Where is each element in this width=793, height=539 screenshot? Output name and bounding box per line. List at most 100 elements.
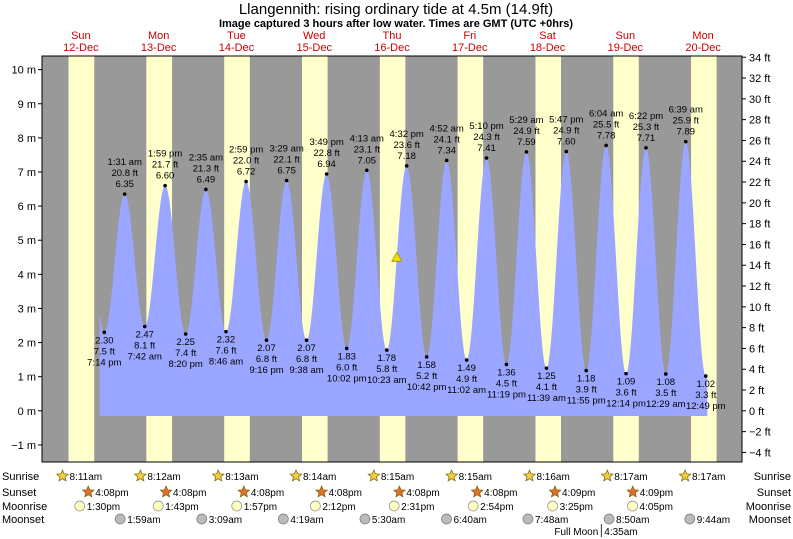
high-tide-marker — [524, 150, 529, 154]
sunset-time: 4:08pm — [329, 488, 362, 499]
chart-title: Llangennith: rising ordinary tide at 4.5… — [239, 1, 553, 18]
full-moon-label: Full Moon — [554, 527, 598, 538]
high-tide-m: 7.41 — [477, 143, 496, 154]
low-tide-marker — [344, 346, 349, 351]
chart-subtitle: Image captured 3 hours after low water. … — [219, 18, 573, 30]
low-tide-ft: 4.5 ft — [496, 378, 517, 389]
day-name: Thu — [383, 30, 402, 42]
y-tick-label-ft: 32 ft — [749, 73, 770, 85]
high-tide-m: 6.75 — [277, 166, 296, 177]
moonset-time: 3:09am — [209, 515, 242, 526]
y-tick-label-ft: 12 ft — [749, 281, 770, 293]
low-tide-marker — [304, 338, 309, 343]
sunset-time: 4:09pm — [562, 488, 595, 499]
y-tick-label-ft: 4 ft — [749, 364, 764, 376]
low-tide-time: 10:02 pm — [327, 373, 367, 384]
day-name: Mon — [692, 30, 713, 42]
high-tide-time: 3:49 pm — [309, 137, 343, 148]
low-tide-ft: 3.3 ft — [695, 390, 716, 401]
low-tide-marker — [703, 374, 708, 378]
low-tide-marker — [384, 348, 389, 352]
y-tick-label-m: −1 m — [11, 440, 36, 452]
y-tick-label-ft: 22 ft — [749, 177, 770, 189]
low-tide-marker — [142, 324, 147, 329]
low-tide-ft: 6.0 ft — [336, 362, 357, 373]
y-tick-label-ft: 6 ft — [749, 343, 764, 355]
sunrise-icon — [367, 469, 381, 482]
low-tide-m: 1.02 — [697, 379, 716, 390]
low-tide-time: 11:39 am — [527, 393, 566, 404]
high-tide-ft: 20.8 ft — [111, 168, 138, 179]
high-tide-m: 7.78 — [597, 130, 616, 141]
y-tick-label-ft: −2 ft — [749, 427, 771, 439]
sunset-icon — [315, 485, 329, 498]
low-tide-ft: 8.1 ft — [134, 341, 155, 352]
moonset-row-label: Moonset — [2, 514, 44, 526]
low-tide-marker — [102, 330, 107, 335]
moonrise-time: 4:05pm — [640, 502, 673, 513]
high-tide-marker — [244, 179, 248, 184]
high-tide-ft: 22.0 ft — [233, 156, 260, 167]
daylight-band — [68, 56, 95, 462]
moonrise-icon — [231, 500, 243, 512]
low-tide-m: 1.09 — [617, 377, 636, 388]
high-tide-time: 1:59 pm — [148, 149, 182, 160]
moonset-time: 4:19am — [290, 515, 323, 526]
low-tide-ft: 7.5 ft — [94, 346, 115, 357]
current-tide-marker — [391, 251, 403, 262]
moonset-time: 6:40am — [454, 515, 487, 526]
y-tick-label-ft: 34 ft — [749, 52, 770, 64]
low-tide-ft: 4.9 ft — [456, 374, 477, 385]
high-tide-ft: 24.1 ft — [433, 134, 460, 145]
moonrise-time: 2:31pm — [401, 502, 434, 513]
sunrise-row-label: Sunrise — [2, 471, 39, 483]
low-tide-marker — [504, 362, 509, 367]
low-tide-m: 2.30 — [95, 335, 114, 346]
high-tide-marker — [284, 178, 289, 183]
day-name: Mon — [148, 30, 169, 42]
high-tide-time: 6:39 am — [669, 105, 703, 116]
high-tide-time: 3:29 am — [269, 144, 303, 155]
low-tide-ft: 6.8 ft — [256, 354, 277, 365]
low-tide-marker — [424, 355, 429, 359]
plot-frame — [41, 55, 743, 463]
y-tick-label-m: 3 m — [18, 303, 36, 315]
low-tide-time: 9:38 am — [289, 365, 323, 376]
high-tide-ft: 25.5 ft — [593, 119, 620, 130]
low-tide-time: 11:19 pm — [487, 389, 526, 400]
high-tide-time: 1:31 am — [108, 157, 142, 168]
low-tide-time: 7:14 pm — [87, 357, 121, 368]
y-tick-label-m: 7 m — [18, 167, 36, 179]
sunset-icon — [159, 485, 173, 498]
day-name: Sun — [616, 30, 636, 42]
day-date: 14-Dec — [219, 42, 255, 54]
sunrise-time: 8:16am — [536, 472, 569, 483]
low-tide-ft: 3.9 ft — [576, 385, 597, 396]
sunset-row-label: Sunset — [2, 487, 36, 499]
day-date: 16-Dec — [374, 42, 410, 54]
day-name: Tue — [227, 30, 246, 42]
moonrise-row-label-right: Moonrise — [746, 501, 791, 513]
plot-area — [42, 56, 742, 462]
low-tide-ft: 3.6 ft — [616, 388, 637, 399]
moonrise-icon — [388, 500, 400, 512]
low-tide-time: 8:20 pm — [168, 359, 202, 370]
low-tide-marker — [663, 372, 668, 376]
moonrise-icon — [467, 500, 479, 512]
high-tide-ft: 23.1 ft — [354, 144, 381, 155]
high-tide-marker — [324, 172, 329, 176]
sunset-icon — [626, 485, 640, 498]
sunset-icon — [81, 485, 95, 498]
high-tide-time: 4:13 am — [350, 133, 384, 144]
low-tide-ft: 5.8 ft — [376, 364, 397, 375]
high-tide-marker — [163, 183, 167, 188]
high-tide-ft: 25.9 ft — [673, 116, 700, 127]
y-tick-label-ft: 18 ft — [749, 219, 770, 231]
y-tick-label-m: 5 m — [18, 235, 36, 247]
high-tide-m: 6.35 — [115, 179, 134, 190]
low-tide-m: 1.78 — [378, 353, 397, 364]
moonset-icon — [277, 513, 289, 525]
moonrise-icon — [310, 500, 321, 512]
y-tick-label-m: 0 m — [18, 406, 36, 418]
high-tide-m: 7.59 — [517, 137, 536, 148]
